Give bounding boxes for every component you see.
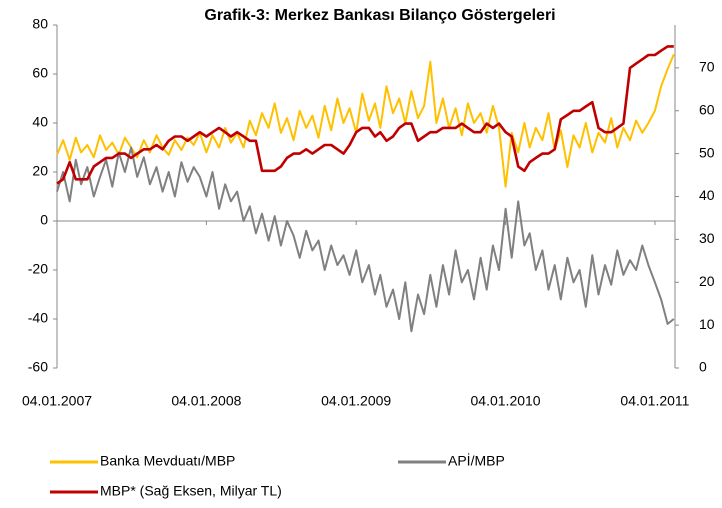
x-tick-label: 04.01.2010 [471, 393, 541, 409]
y-tick-label: 80 [32, 16, 48, 32]
y2-tick-label: 70 [699, 59, 715, 75]
x-tick-label: 04.01.2009 [321, 393, 391, 409]
x-tick-label: 04.01.2007 [22, 393, 92, 409]
y-tick-label: 20 [32, 163, 48, 179]
legend-label: Banka Mevduatı/MBP [100, 453, 235, 469]
y2-tick-label: 10 [699, 316, 715, 332]
x-tick-label: 04.01.2011 [620, 393, 689, 409]
y-tick-label: 60 [32, 65, 48, 81]
x-tick-label: 04.01.2008 [171, 393, 241, 409]
y2-tick-label: 60 [699, 101, 715, 117]
y2-tick-label: 40 [699, 187, 715, 203]
chart-title: Grafik-3: Merkez Bankası Bilanço Gösterg… [204, 7, 555, 24]
y-tick-label: -60 [28, 359, 48, 375]
series-line [56, 45, 674, 185]
legend-label: APİ/MBP [448, 452, 505, 469]
series-line [56, 54, 675, 188]
y2-tick-label: 50 [699, 144, 715, 160]
y-tick-label: -20 [28, 261, 48, 277]
y2-tick-label: 0 [699, 359, 707, 375]
y2-tick-label: 20 [699, 273, 715, 289]
y-tick-label: 0 [40, 212, 48, 228]
y-tick-label: 40 [32, 114, 48, 130]
y2-tick-label: 30 [699, 230, 715, 246]
series-line [56, 146, 675, 333]
legend-label: MBP* (Sağ Eksen, Milyar TL) [100, 483, 282, 499]
y-tick-label: -40 [28, 310, 48, 326]
